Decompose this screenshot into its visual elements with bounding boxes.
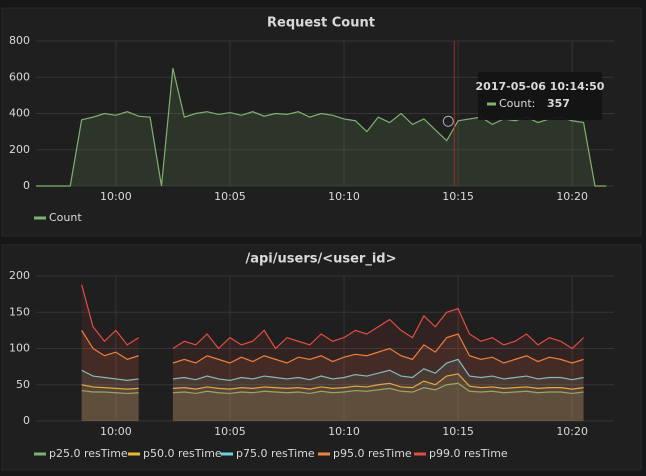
series-area [36,68,607,186]
series-line [81,284,584,350]
panel-title: Request Count [267,16,375,31]
y-tick-label: 200 [9,143,30,156]
series-line [36,68,607,187]
hover-point [442,115,454,127]
x-tick-label: 10:20 [556,190,588,203]
series-area [81,284,584,421]
x-tick-label: 10:10 [328,425,360,438]
series-area [81,373,584,421]
series-line [81,373,584,390]
y-tick-label: 0 [23,414,30,427]
y-tick-label: 50 [16,378,30,391]
y-tick-label: 150 [9,305,30,318]
legend-label: p95.0 resTime [333,447,412,460]
legend-label: p99.0 resTime [429,447,508,460]
y-tick-label: 100 [9,342,30,355]
x-tick-label: 10:00 [100,190,132,203]
y-tick-label: 200 [9,269,30,282]
series-area [81,383,584,421]
y-tick-label: 600 [9,70,30,83]
series-line [81,382,584,395]
tooltip-value: 357 [547,97,570,110]
x-tick-label: 10:15 [442,425,474,438]
legend-label: p75.0 resTime [236,447,315,460]
x-tick-label: 10:15 [442,190,474,203]
tooltip-label: Count: [499,97,535,110]
y-tick-label: 0 [23,179,30,192]
series-line [81,358,584,382]
tooltip-time: 2017-05-06 10:14:50 [476,80,605,93]
y-tick-label: 800 [9,34,30,47]
x-tick-label: 10:00 [100,425,132,438]
series-area [81,330,584,421]
series-line [81,330,584,364]
legend-label: p50.0 resTime [143,447,222,460]
x-tick-label: 10:20 [556,425,588,438]
tooltip [478,72,602,120]
legend-label: Count [49,211,82,224]
x-tick-label: 10:10 [328,190,360,203]
panel [1,244,642,471]
panel [1,7,642,237]
x-tick-label: 10:05 [214,190,246,203]
x-tick-label: 10:05 [214,425,246,438]
y-tick-label: 400 [9,107,30,120]
panel-title: /api/users/<user_id> [245,252,396,267]
series-area [81,359,584,421]
legend-label: p25.0 resTime [49,447,128,460]
